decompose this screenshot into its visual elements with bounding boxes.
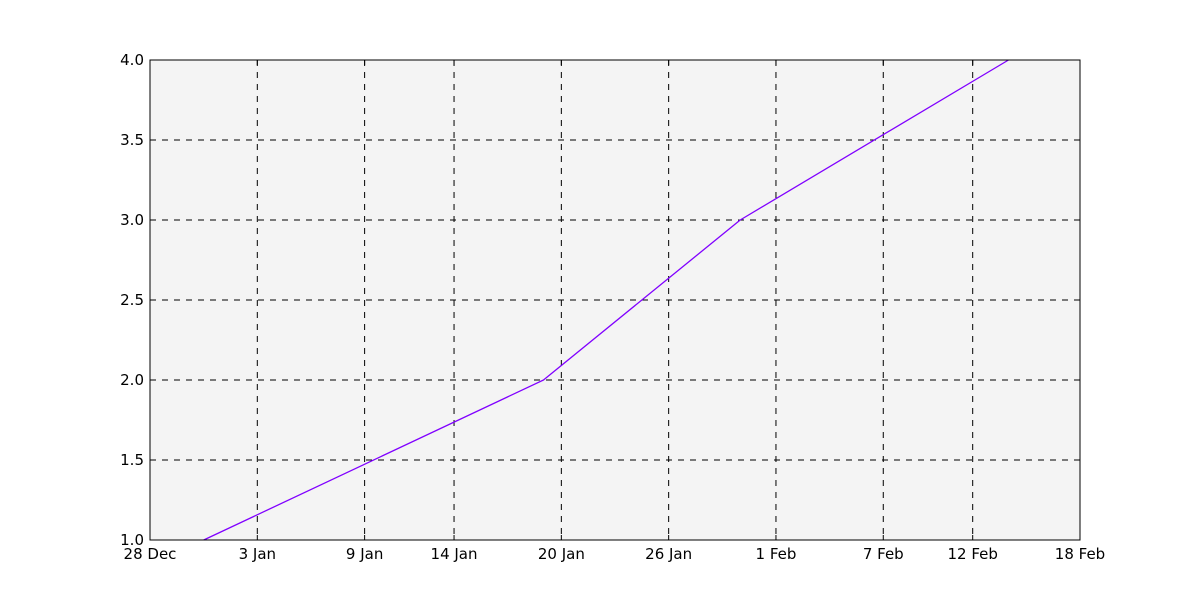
series-layer [203, 59, 1009, 541]
y-tick-label: 4.0 [120, 51, 144, 69]
y-tick-label: 2.5 [120, 291, 144, 309]
x-tick-label: 12 Feb [947, 545, 997, 563]
x-tick-label: 3 Jan [239, 545, 276, 563]
x-axis-tick-labels: 28 Dec 3 Jan 9 Jan 14 Jan 20 Jan 26 Jan 1 Feb 7… [124, 545, 1106, 563]
x-tick-label: 18 Feb [1055, 545, 1105, 563]
x-tick-label: 9 Jan [346, 545, 383, 563]
x-tick-label: 28 Dec [124, 545, 177, 563]
x-tick-label: 26 Jan [645, 545, 692, 563]
grid-lines [150, 60, 1080, 540]
x-tick-label: 7 Feb [863, 545, 904, 563]
y-tick-label: 1.0 [120, 531, 144, 549]
plot-area-background [150, 60, 1080, 540]
y-tick-label: 1.5 [120, 451, 144, 469]
x-tick-label: 20 Jan [538, 545, 585, 563]
x-tick-label: 1 Feb [756, 545, 797, 563]
y-tick-label: 3.5 [120, 131, 144, 149]
y-axis-tick-labels: 1.0 1.5 2.0 2.5 3.0 3.5 4.0 [120, 51, 144, 549]
y-tick-label: 3.0 [120, 211, 144, 229]
y-tick-label: 2.0 [120, 371, 144, 389]
series-line [203, 59, 1009, 541]
axis-ticks [149, 59, 1081, 541]
x-tick-label: 14 Jan [431, 545, 478, 563]
